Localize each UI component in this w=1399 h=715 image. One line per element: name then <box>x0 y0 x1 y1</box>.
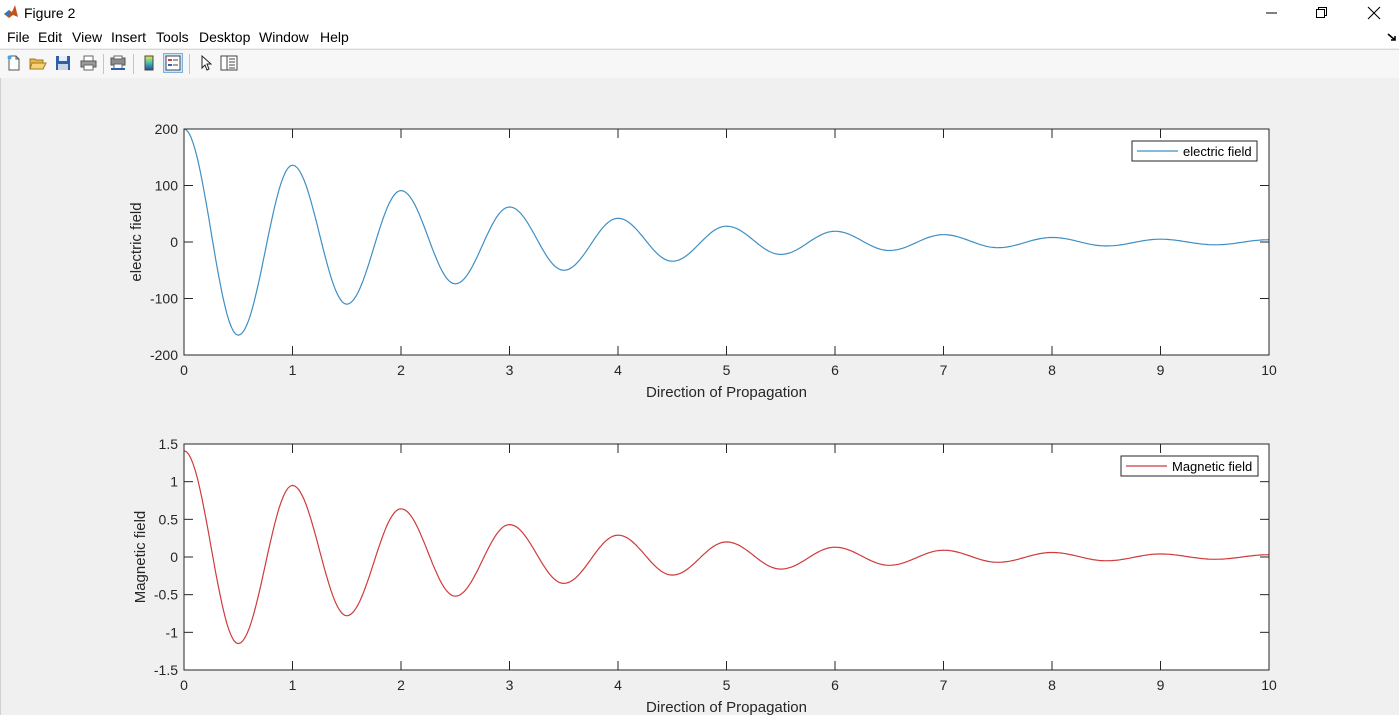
y-tick-label: 1 <box>170 474 178 490</box>
menu-file[interactable]: File <box>7 29 30 45</box>
y-tick-label: 0 <box>170 549 178 565</box>
print-preview-button[interactable] <box>108 53 128 73</box>
new-figure-icon <box>7 55 20 71</box>
series-line-magnetic-field[interactable] <box>183 450 1270 645</box>
edit-plot-button[interactable] <box>196 53 216 73</box>
toolbar-separator <box>133 54 134 74</box>
menu-bar: File Edit View Insert Tools Desktop Wind… <box>0 25 1399 48</box>
x-axis-label: Direction of Propagation <box>646 699 807 715</box>
save-icon <box>56 56 70 70</box>
minimize-icon <box>1266 12 1277 13</box>
menu-desktop[interactable]: Desktop <box>199 29 251 45</box>
print-icon <box>80 55 96 71</box>
close-icon <box>1367 6 1381 19</box>
x-tick-label: 8 <box>1048 677 1056 693</box>
insert-legend-button[interactable] <box>163 53 183 73</box>
plot-area <box>184 129 1269 355</box>
x-tick-label: 4 <box>614 362 622 378</box>
x-tick-label: 3 <box>506 677 514 693</box>
y-tick-label: -1.5 <box>154 662 178 678</box>
open-file-button[interactable] <box>28 53 48 73</box>
x-tick-label: 0 <box>180 362 188 378</box>
axes-magnetic-field[interactable]: 0 1 2 3 4 5 6 7 8 9 10 -1.5 -1 -0.5 0 0.5 1 1.5 Direction … <box>132 436 1277 715</box>
print-preview-icon <box>110 55 126 70</box>
x-tick-label: 6 <box>831 677 839 693</box>
legend-box <box>1131 140 1258 162</box>
x-tick-label: 5 <box>723 362 731 378</box>
x-tick-label: 6 <box>831 362 839 378</box>
y-tick-label: 0 <box>170 234 178 250</box>
insert-legend-icon <box>165 55 181 71</box>
y-tick-label: -0.5 <box>154 587 178 603</box>
edit-plot-icon <box>201 55 212 71</box>
x-tick-label: 1 <box>289 362 297 378</box>
menu-help[interactable]: Help <box>320 29 349 45</box>
y-tick-label: 200 <box>155 121 179 137</box>
y-tick-label: -100 <box>150 291 178 307</box>
legend[interactable]: electric field <box>1131 140 1258 162</box>
y-axis-label: electric field <box>128 202 145 281</box>
new-figure-button[interactable] <box>4 53 24 73</box>
x-tick-label: 3 <box>506 362 514 378</box>
x-tick-label: 8 <box>1048 362 1056 378</box>
matlab-logo-icon <box>4 5 18 18</box>
insert-colorbar-button[interactable] <box>139 53 159 73</box>
print-button[interactable] <box>78 53 98 73</box>
x-tick-label: 10 <box>1261 677 1277 693</box>
x-tick-label: 7 <box>940 677 948 693</box>
toolbar-separator <box>103 54 104 74</box>
insert-colorbar-icon <box>144 55 154 71</box>
x-tick-label: 10 <box>1261 362 1277 378</box>
y-tick-label: 1.5 <box>159 436 179 452</box>
menu-tools[interactable]: Tools <box>156 29 189 45</box>
y-axis-label: Magnetic field <box>132 511 149 604</box>
figure-toolbar <box>0 49 1399 79</box>
open-file-icon <box>29 58 47 70</box>
x-tick-label: 9 <box>1157 677 1165 693</box>
restore-icon <box>1316 6 1327 18</box>
menu-edit[interactable]: Edit <box>38 29 63 45</box>
x-axis-label: Direction of Propagation <box>646 384 807 401</box>
close-button[interactable] <box>1351 0 1397 25</box>
x-tick-label: 2 <box>397 362 405 378</box>
menu-view[interactable]: View <box>72 29 103 45</box>
y-tick-label: 0.5 <box>159 511 179 527</box>
toolbar-separator <box>189 54 190 74</box>
x-tick-label: 1 <box>289 677 297 693</box>
x-tick-label: 9 <box>1157 362 1165 378</box>
legend-entry: Magnetic field <box>1172 459 1252 474</box>
figure-canvas: 0 1 2 3 4 5 6 7 8 9 10 -200 -100 0 100 200 Direction of … <box>0 78 1399 715</box>
series-line-electric-field[interactable] <box>183 128 1270 336</box>
legend-entry: electric field <box>1183 144 1252 159</box>
axes-electric-field[interactable]: 0 1 2 3 4 5 6 7 8 9 10 -200 -100 0 100 200 Direction of … <box>128 121 1277 401</box>
legend-box <box>1120 455 1259 477</box>
x-tick-label: 7 <box>940 362 948 378</box>
x-tick-label: 0 <box>180 677 188 693</box>
window-title: Figure 2 <box>24 5 76 21</box>
property-inspector-button[interactable] <box>219 53 239 73</box>
x-tick-label: 5 <box>723 677 731 693</box>
menu-window[interactable]: Window <box>259 29 309 45</box>
save-button[interactable] <box>53 53 73 73</box>
x-tick-label: 4 <box>614 677 622 693</box>
menu-insert[interactable]: Insert <box>111 29 147 45</box>
title-bar: Figure 2 <box>0 0 1399 25</box>
y-tick-label: -200 <box>150 347 178 363</box>
y-tick-label: -1 <box>166 624 179 640</box>
plot-area <box>184 444 1269 670</box>
y-tick-label: 100 <box>155 178 179 194</box>
x-tick-label: 2 <box>397 677 405 693</box>
restore-button[interactable] <box>1299 0 1345 25</box>
minimize-button[interactable] <box>1249 0 1295 25</box>
dock-arrow-icon[interactable] <box>1386 31 1398 43</box>
legend[interactable]: Magnetic field <box>1120 455 1259 477</box>
property-inspector-icon <box>220 55 238 71</box>
